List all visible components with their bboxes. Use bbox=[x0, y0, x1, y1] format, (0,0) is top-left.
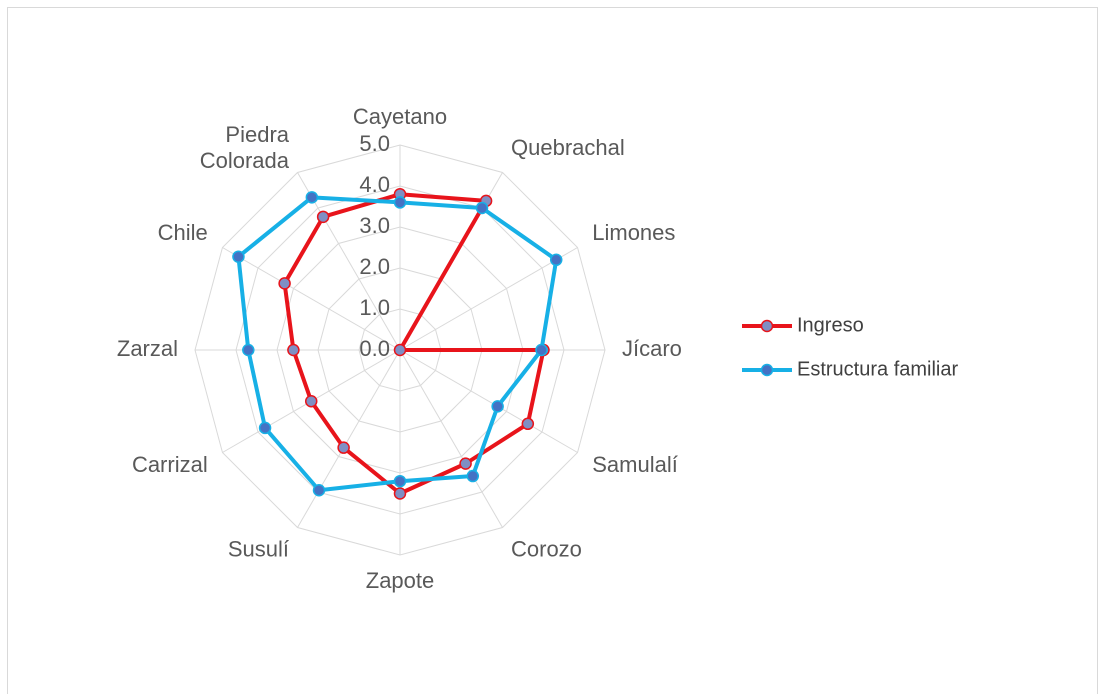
category-label: Zapote bbox=[366, 568, 435, 593]
marker bbox=[316, 210, 330, 224]
marker bbox=[287, 343, 300, 357]
spoke bbox=[222, 247, 401, 351]
category-label: Limones bbox=[592, 220, 675, 245]
marker bbox=[337, 441, 350, 454]
marker bbox=[393, 343, 407, 357]
marker bbox=[393, 474, 407, 488]
category-label: Zarzal bbox=[117, 336, 178, 361]
spoke bbox=[399, 349, 503, 528]
marker bbox=[466, 469, 480, 483]
r-tick-label: 2.0 bbox=[359, 254, 390, 279]
marker bbox=[258, 421, 272, 435]
r-tick-label: 0.0 bbox=[359, 336, 390, 361]
marker bbox=[459, 457, 472, 470]
marker bbox=[312, 484, 326, 497]
category-label: Chile bbox=[158, 220, 208, 245]
legend-label: Ingreso bbox=[797, 314, 864, 336]
marker bbox=[242, 343, 255, 357]
r-tick-label: 1.0 bbox=[359, 295, 390, 320]
category-label: Quebrachal bbox=[511, 135, 625, 160]
spoke bbox=[399, 247, 578, 351]
category-label: Susulí bbox=[228, 537, 289, 562]
spoke bbox=[297, 349, 401, 528]
legend-marker bbox=[760, 363, 774, 377]
marker bbox=[535, 343, 548, 357]
r-tick-label: 3.0 bbox=[359, 213, 390, 238]
category-label: Piedra Colorada bbox=[200, 122, 290, 173]
marker bbox=[305, 191, 319, 204]
marker bbox=[475, 201, 489, 215]
category-label: Samulalí bbox=[592, 452, 678, 477]
marker bbox=[232, 250, 245, 263]
marker bbox=[521, 417, 535, 431]
category-label: Jícaro bbox=[622, 336, 682, 361]
chart-border bbox=[7, 7, 1098, 694]
category-label: Cayetano bbox=[353, 104, 447, 129]
marker bbox=[304, 395, 318, 408]
legend-label: Estructura familiar bbox=[797, 358, 958, 380]
marker bbox=[278, 277, 291, 290]
r-tick-label: 5.0 bbox=[359, 131, 390, 156]
category-label: Corozo bbox=[511, 537, 582, 562]
marker bbox=[393, 196, 407, 209]
legend-marker bbox=[760, 319, 774, 333]
r-tick-label: 4.0 bbox=[359, 172, 390, 197]
marker bbox=[549, 253, 563, 267]
category-label: Carrizal bbox=[132, 452, 208, 477]
marker bbox=[491, 400, 504, 413]
spoke bbox=[399, 349, 578, 453]
marker bbox=[393, 487, 407, 500]
